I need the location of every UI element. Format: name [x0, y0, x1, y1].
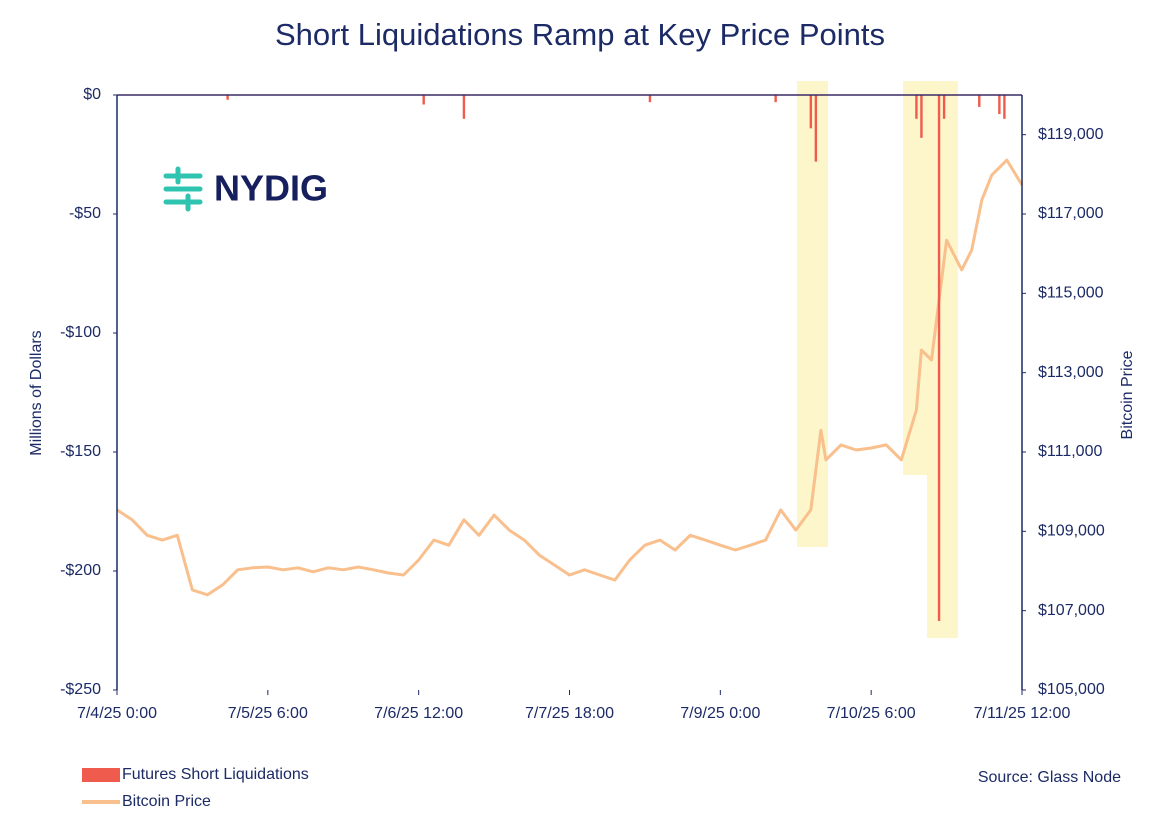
y-tick-label: -$200 — [60, 562, 101, 579]
bar — [1003, 95, 1006, 119]
bar — [920, 95, 923, 138]
y-tick-label: -$250 — [60, 681, 101, 698]
price-line — [116, 158, 1024, 597]
bar — [648, 95, 652, 103]
x-tick-label: 7/10/25 6:00 — [827, 705, 916, 722]
y-tick-label: -$100 — [60, 324, 101, 341]
y2-tick-label: $113,000 — [1038, 364, 1104, 381]
y2-tick-label: $115,000 — [1038, 285, 1104, 302]
legend-label: Bitcoin Price — [122, 793, 211, 810]
y2-tick-label: $107,000 — [1038, 602, 1105, 619]
source: Source: Glass Node — [978, 769, 1121, 786]
x-tick-label: 7/7/25 18:00 — [525, 705, 614, 722]
bar — [809, 95, 813, 129]
x-tick-label: 7/5/25 6:00 — [228, 705, 308, 722]
y2-tick-label: $111,000 — [1038, 443, 1102, 460]
y2-tick-label: $117,000 — [1038, 205, 1104, 222]
x-tick-label: 7/9/25 0:00 — [680, 705, 760, 722]
y-tick-label: -$150 — [60, 443, 101, 460]
y2-tick-label: $105,000 — [1038, 681, 1105, 698]
logo-icon — [163, 166, 203, 212]
bar — [915, 95, 918, 119]
y-tick-label: -$50 — [69, 205, 101, 222]
bar — [462, 95, 466, 119]
y-tick-label: $0 — [83, 86, 101, 103]
y2-tick-label: $119,000 — [1038, 126, 1104, 143]
bar — [937, 95, 941, 621]
x-tick-label: 7/4/25 0:00 — [77, 705, 157, 722]
bar — [226, 95, 229, 100]
bar — [774, 95, 777, 103]
logo-text: NYDIG — [214, 168, 328, 209]
x-tick-label: 7/11/25 12:00 — [974, 705, 1071, 722]
legend-label: Futures Short Liquidations — [122, 766, 309, 783]
bar — [814, 95, 818, 162]
bar — [422, 95, 425, 105]
y2-tick-label: $109,000 — [1038, 523, 1105, 540]
y2-axis-label: Bitcoin Price — [1119, 350, 1136, 439]
bar — [978, 95, 981, 107]
bar — [998, 95, 1001, 115]
legend-swatch — [82, 768, 120, 782]
y-axis-label: Millions of Dollars — [28, 330, 45, 455]
chart-title: Short Liquidations Ramp at Key Price Poi… — [275, 17, 885, 52]
highlight — [797, 81, 828, 547]
x-tick-label: 7/6/25 12:00 — [374, 705, 463, 722]
bar — [942, 95, 946, 119]
